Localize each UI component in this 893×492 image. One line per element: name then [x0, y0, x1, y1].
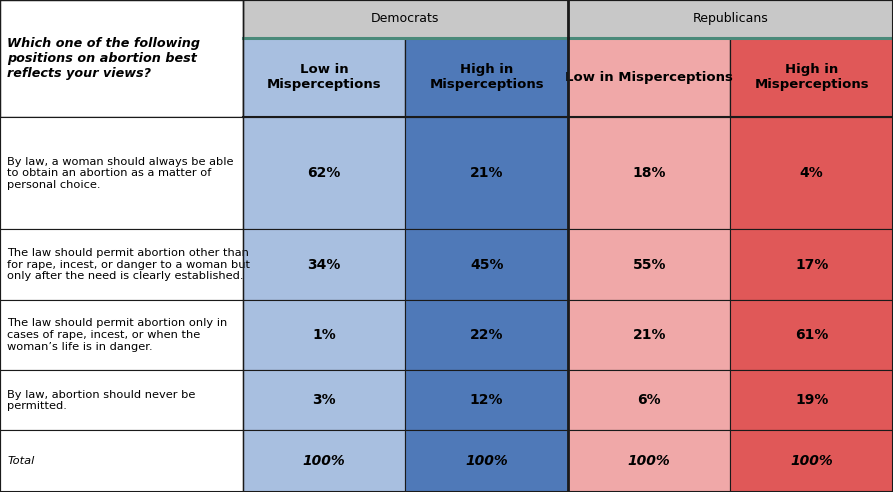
Bar — [405, 117, 568, 229]
Bar — [243, 370, 405, 430]
Text: By law, abortion should never be
permitted.: By law, abortion should never be permitt… — [7, 390, 196, 411]
Text: High in
Misperceptions: High in Misperceptions — [430, 63, 544, 92]
Bar — [243, 0, 568, 37]
Bar — [568, 370, 730, 430]
Text: 45%: 45% — [470, 257, 504, 272]
Bar — [730, 430, 893, 492]
Text: 1%: 1% — [313, 328, 336, 342]
Text: The law should permit abortion only in
cases of rape, incest, or when the
woman’: The law should permit abortion only in c… — [7, 318, 228, 352]
Bar — [405, 229, 568, 300]
Text: Democrats: Democrats — [371, 12, 439, 25]
Text: 55%: 55% — [632, 257, 666, 272]
Text: High in
Misperceptions: High in Misperceptions — [755, 63, 869, 92]
Text: 18%: 18% — [632, 166, 666, 180]
Bar — [568, 300, 730, 370]
Bar — [243, 117, 405, 229]
Text: 61%: 61% — [795, 328, 829, 342]
Bar — [0, 300, 243, 370]
Text: 22%: 22% — [470, 328, 504, 342]
Bar — [0, 117, 243, 229]
Bar — [405, 37, 568, 117]
Bar — [730, 37, 893, 117]
Text: Which one of the following
positions on abortion best
reflects your views?: Which one of the following positions on … — [7, 37, 200, 80]
Bar — [0, 0, 243, 37]
Text: Republicans: Republicans — [693, 12, 768, 25]
Text: Low in Misperceptions: Low in Misperceptions — [565, 71, 733, 84]
Bar — [243, 37, 405, 117]
Text: The law should permit abortion other than
for rape, incest, or danger to a woman: The law should permit abortion other tha… — [7, 248, 250, 281]
Bar — [730, 300, 893, 370]
Bar — [568, 0, 893, 37]
Bar — [405, 370, 568, 430]
Bar — [243, 300, 405, 370]
Text: 4%: 4% — [800, 166, 823, 180]
Text: 100%: 100% — [790, 454, 833, 468]
Bar — [243, 430, 405, 492]
Bar — [0, 370, 243, 430]
Bar — [568, 37, 730, 117]
Bar — [730, 370, 893, 430]
Bar — [730, 229, 893, 300]
Bar — [0, 0, 243, 117]
Text: By law, a woman should always be able
to obtain an abortion as a matter of
perso: By law, a woman should always be able to… — [7, 156, 234, 190]
Bar — [730, 117, 893, 229]
Bar — [568, 430, 730, 492]
Text: 6%: 6% — [638, 393, 661, 407]
Bar — [243, 229, 405, 300]
Text: 17%: 17% — [795, 257, 829, 272]
Text: 21%: 21% — [632, 328, 666, 342]
Text: 19%: 19% — [795, 393, 829, 407]
Text: 100%: 100% — [465, 454, 508, 468]
Bar — [0, 229, 243, 300]
Text: 12%: 12% — [470, 393, 504, 407]
Text: 62%: 62% — [307, 166, 341, 180]
Bar — [568, 117, 730, 229]
Bar — [405, 300, 568, 370]
Text: 3%: 3% — [313, 393, 336, 407]
Bar — [405, 430, 568, 492]
Text: 100%: 100% — [303, 454, 346, 468]
Bar — [568, 229, 730, 300]
Text: Total: Total — [7, 456, 35, 466]
Text: 21%: 21% — [470, 166, 504, 180]
Text: 34%: 34% — [307, 257, 341, 272]
Bar — [0, 430, 243, 492]
Text: Low in
Misperceptions: Low in Misperceptions — [267, 63, 381, 92]
Text: 100%: 100% — [628, 454, 671, 468]
